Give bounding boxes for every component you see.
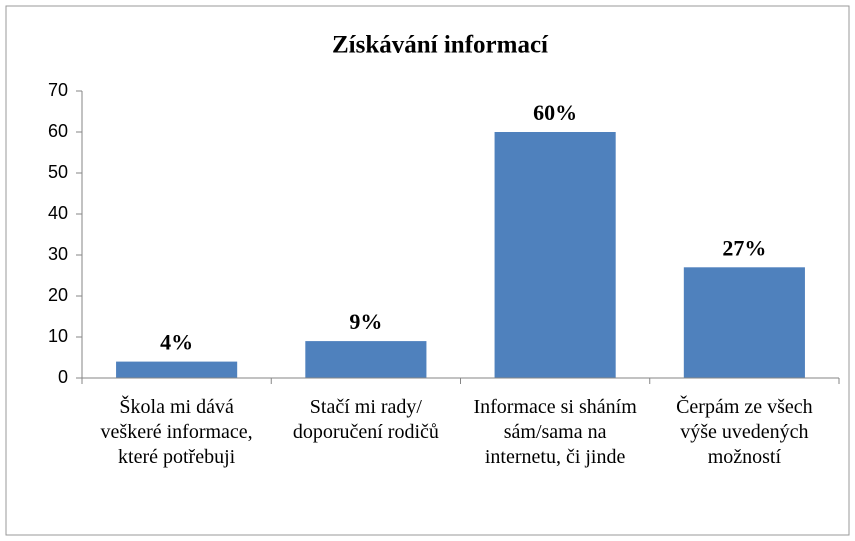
- data-label: 60%: [533, 100, 577, 125]
- chart-title: Získávání informací: [332, 32, 549, 59]
- data-label: 9%: [349, 309, 382, 334]
- bar: [683, 267, 805, 378]
- y-tick-label: 40: [48, 203, 68, 223]
- y-tick-label: 50: [48, 162, 68, 182]
- y-tick-label: 60: [48, 121, 68, 141]
- y-tick-label: 10: [48, 326, 68, 346]
- data-label: 4%: [160, 330, 193, 355]
- x-tick-label: Škola mi dává veškeré informace, které p…: [100, 396, 253, 468]
- y-tick-label: 30: [48, 244, 68, 264]
- x-tick-label: Čerpám ze všech výše uvedených možností: [676, 396, 813, 468]
- y-tick-label: 70: [48, 80, 68, 100]
- y-tick-label: 0: [58, 367, 68, 387]
- x-tick-label: Informace si sháním sám/sama na internet…: [473, 396, 637, 468]
- bar: [116, 361, 238, 378]
- bar: [494, 132, 616, 378]
- data-label: 27%: [722, 235, 766, 260]
- x-tick-label: Stačí mi rady/ doporučení rodičů: [292, 396, 439, 443]
- y-tick-label: 20: [48, 285, 68, 305]
- bar: [305, 341, 427, 378]
